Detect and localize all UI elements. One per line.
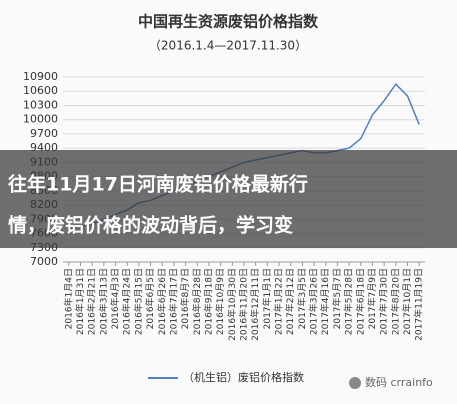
x-tick-label: 2016年2月21日: [86, 268, 98, 335]
y-tick-label: 10300: [23, 98, 58, 111]
x-tick-label: 2016年7月17日: [167, 268, 179, 335]
x-tick-label: 2016年9月18日: [202, 268, 214, 335]
x-tick-label: 2017年7月9日: [366, 268, 378, 329]
x-tick-label: 2017年3月5日: [296, 268, 308, 329]
x-tick-label: 2016年6月5日: [144, 268, 156, 329]
x-tick-label: 2016年5月15日: [132, 268, 144, 335]
x-tick-label: 2017年1月1日: [261, 268, 273, 329]
x-tick-label: 2016年1月4日: [62, 268, 74, 329]
chart-subtitle: （2016.1.4—2017.11.30）: [149, 39, 307, 53]
x-tick-label: 2016年4月24日: [121, 268, 133, 335]
x-tick-label: 2017年4月16日: [319, 268, 331, 335]
y-tick-label: 7000: [30, 255, 58, 268]
x-tick-label: 2017年5月28日: [343, 268, 355, 335]
x-tick-label: 2016年10月30日: [226, 268, 238, 341]
x-tick-label: 2016年8月28日: [191, 268, 203, 335]
x-tick-label: 2016年8月7日: [179, 268, 191, 329]
watermark: 数码 crrainfo: [365, 376, 433, 389]
x-tick-label: 2017年5月7日: [331, 268, 343, 329]
x-tick-label: 2017年2月12日: [284, 268, 296, 335]
y-tick-label: 10600: [23, 84, 58, 97]
x-tick-label: 2016年3月13日: [97, 268, 109, 335]
x-tick-label: 2017年8月20日: [389, 268, 401, 335]
x-tick-label: 2017年7月30日: [378, 268, 390, 335]
legend-label: （机生铝）废铝价格指数: [183, 370, 304, 384]
watermark-icon: [349, 377, 361, 389]
x-tick-label: 2016年12月11日: [249, 268, 261, 341]
overlay-band: [0, 150, 457, 248]
y-tick-label: 10900: [23, 70, 58, 83]
x-tick-label: 2016年6月26日: [156, 268, 168, 335]
y-tick-label: 10000: [23, 113, 58, 126]
y-tick-label: 9700: [30, 127, 58, 140]
x-tick-label: 2017年11月19日: [413, 268, 425, 341]
overlay-text: 情，废铝价格的波动背后，学习变: [8, 214, 293, 237]
x-tick-label: 2017年3月26日: [308, 268, 320, 335]
x-tick-label: 2016年4月3日: [109, 268, 121, 329]
x-tick-label: 2017年10月1日: [401, 268, 413, 335]
chart-title: 中国再生资源废铝价格指数: [138, 13, 319, 31]
x-tick-label: 2016年11月20日: [238, 268, 250, 341]
x-tick-label: 2017年1月22日: [273, 268, 285, 335]
overlay-text: 往年11月17日河南废铝价格最新行: [8, 173, 308, 196]
x-tick-label: 2016年10月9日: [214, 268, 226, 335]
x-tick-label: 2016年1月31日: [74, 268, 86, 335]
x-tick-label: 2017年6月18日: [354, 268, 366, 335]
